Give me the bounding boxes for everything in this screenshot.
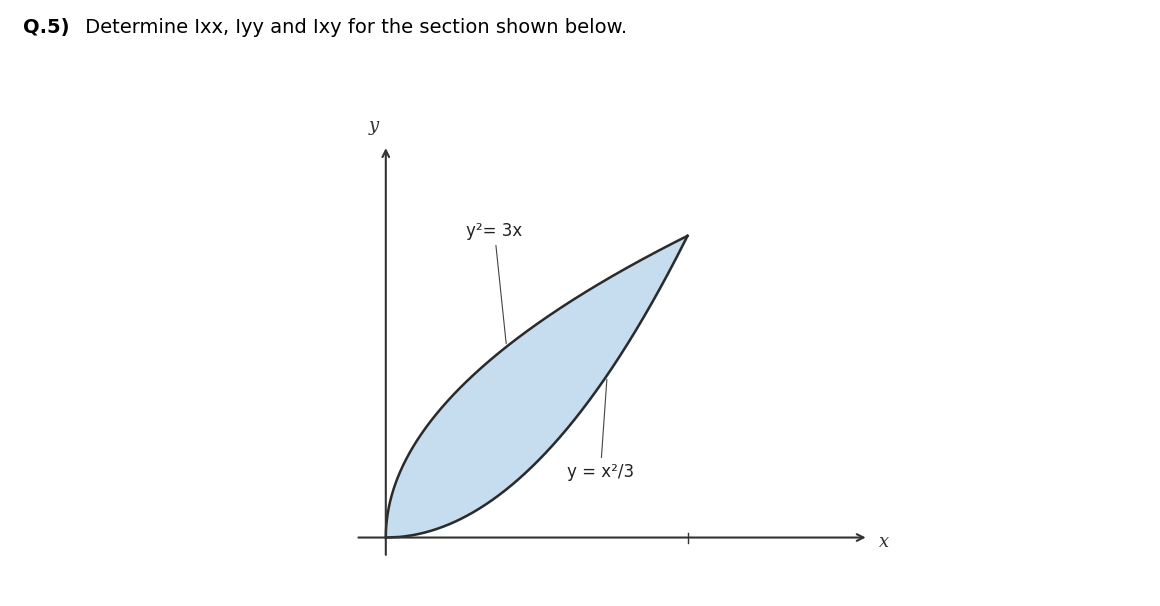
Text: y = x²/3: y = x²/3 (567, 379, 635, 481)
Text: y: y (369, 117, 379, 135)
Text: Determine Ixx, Iyy and Ixy for the section shown below.: Determine Ixx, Iyy and Ixy for the secti… (79, 18, 628, 37)
Text: Q.5): Q.5) (23, 18, 70, 37)
Text: x: x (878, 533, 889, 551)
Text: y²= 3x: y²= 3x (466, 222, 522, 344)
